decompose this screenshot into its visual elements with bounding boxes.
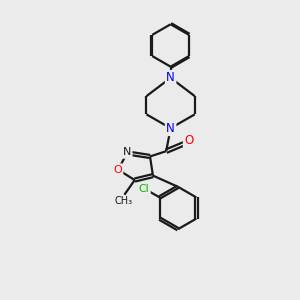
Text: N: N: [166, 71, 175, 84]
Text: N: N: [166, 122, 175, 135]
Text: O: O: [184, 134, 194, 147]
Text: N: N: [123, 147, 131, 158]
Text: O: O: [113, 165, 122, 175]
Text: CH₃: CH₃: [114, 196, 133, 206]
Text: Cl: Cl: [139, 184, 149, 194]
